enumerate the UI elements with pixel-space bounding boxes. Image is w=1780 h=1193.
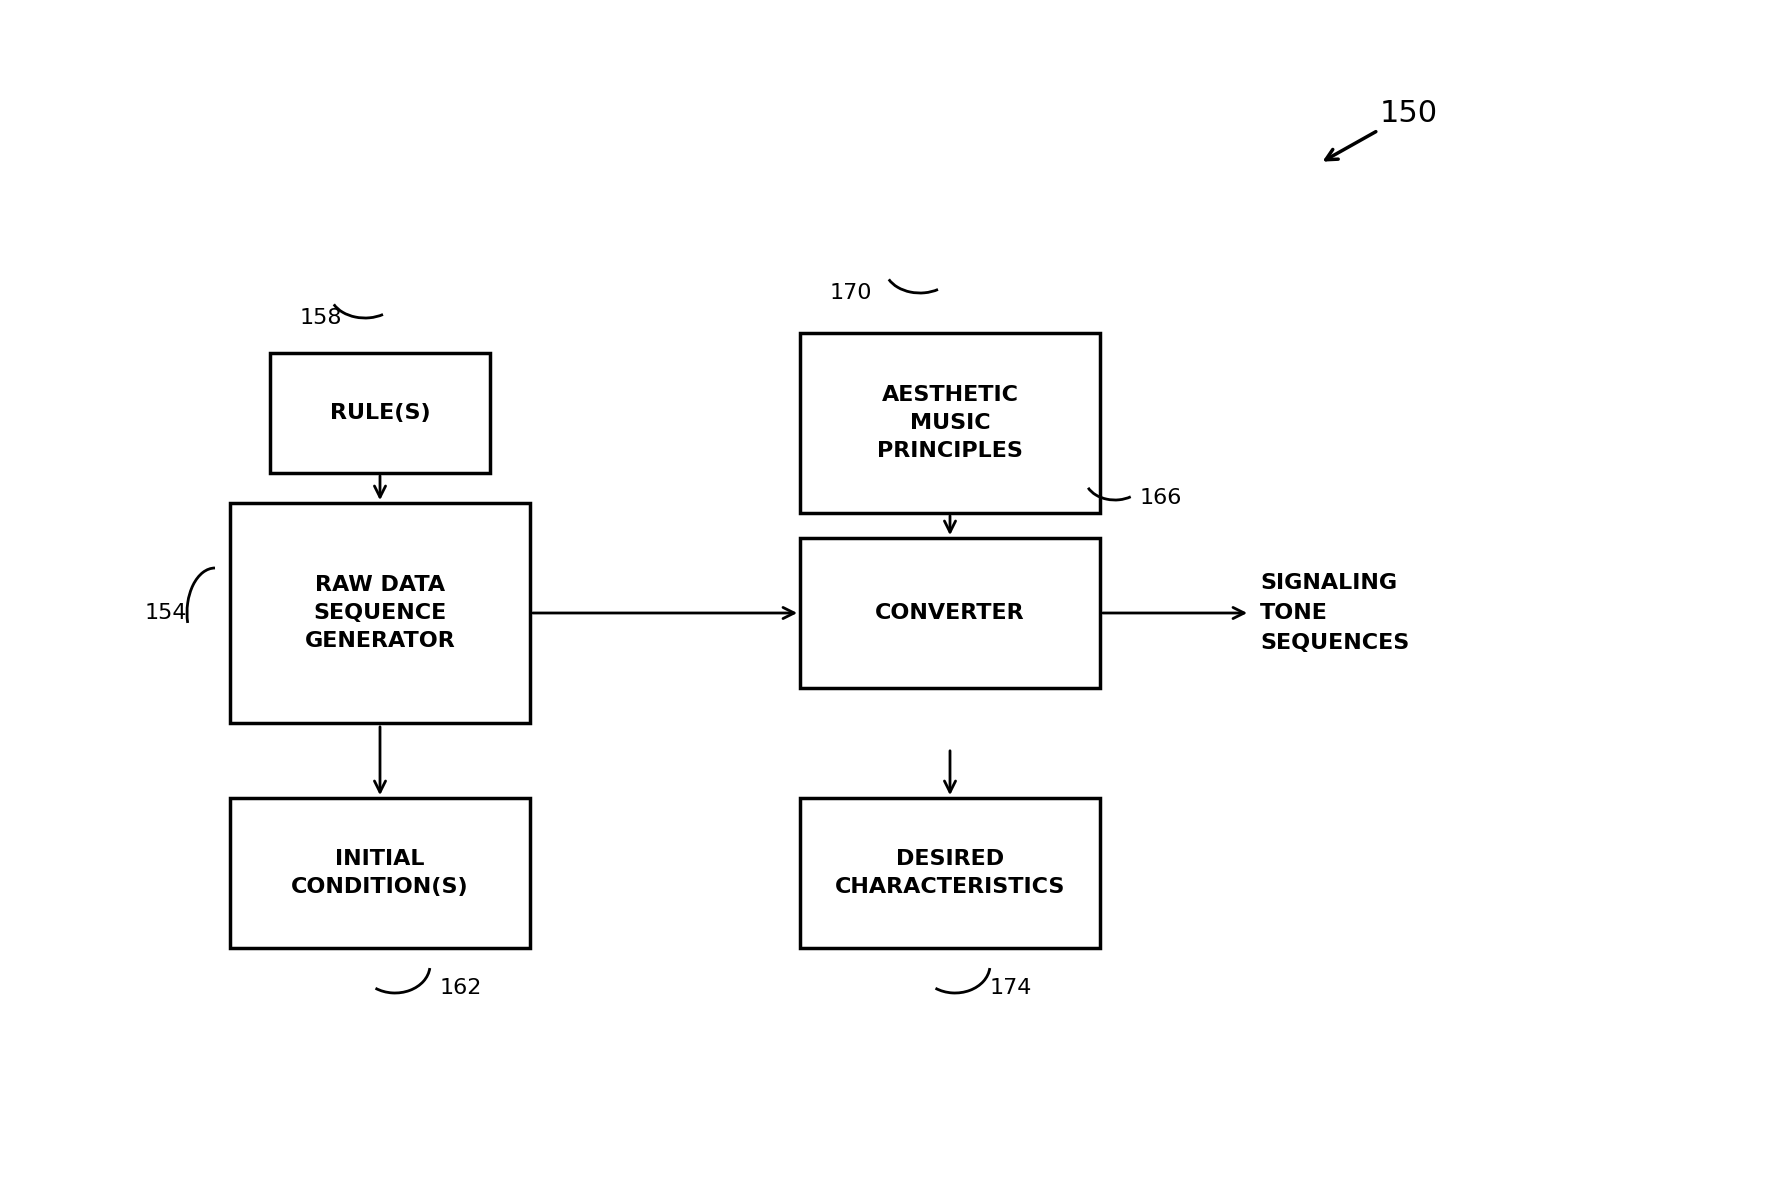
- Bar: [799, 333, 1100, 513]
- Text: 162: 162: [440, 978, 482, 999]
- Text: 154: 154: [144, 602, 187, 623]
- Text: RAW DATA
SEQUENCE
GENERATOR: RAW DATA SEQUENCE GENERATOR: [304, 575, 456, 651]
- Bar: [799, 798, 1100, 948]
- Text: 158: 158: [301, 308, 342, 328]
- Text: 170: 170: [829, 283, 872, 303]
- Text: 174: 174: [990, 978, 1032, 999]
- Text: AESTHETIC
MUSIC
PRINCIPLES: AESTHETIC MUSIC PRINCIPLES: [878, 385, 1023, 460]
- Text: 166: 166: [1139, 488, 1182, 508]
- Text: CONVERTER: CONVERTER: [876, 602, 1025, 623]
- Text: RULE(S): RULE(S): [329, 403, 431, 424]
- Text: 150: 150: [1326, 99, 1438, 160]
- Text: SIGNALING
TONE
SEQUENCES: SIGNALING TONE SEQUENCES: [1260, 574, 1410, 653]
- Text: INITIAL
CONDITION(S): INITIAL CONDITION(S): [292, 849, 468, 897]
- Bar: [230, 503, 530, 723]
- Bar: [230, 798, 530, 948]
- Bar: [799, 538, 1100, 688]
- Bar: [271, 353, 490, 472]
- Text: DESIRED
CHARACTERISTICS: DESIRED CHARACTERISTICS: [835, 849, 1064, 897]
